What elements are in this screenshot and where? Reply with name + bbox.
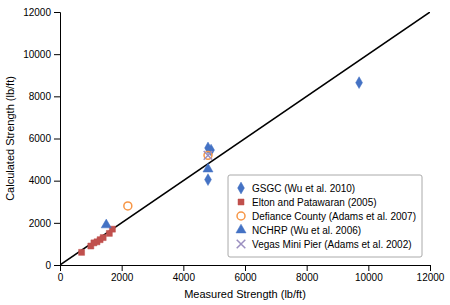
point — [205, 174, 212, 186]
x-tick-label: 6000 — [234, 272, 257, 283]
legend-label: NCHRP (Wu et al. 2006) — [252, 225, 361, 236]
x-tick-label: 10000 — [355, 272, 383, 283]
y-tick-mark — [54, 54, 60, 55]
x-tick: 0 — [58, 265, 64, 283]
y-tick-mark — [54, 139, 60, 140]
y-tick-label: 12000 — [23, 7, 51, 18]
legend-entry: Defiance County (Adams et al. 2007) — [237, 211, 416, 222]
x-tick: 2000 — [111, 265, 134, 283]
y-tick-label: 8000 — [29, 91, 52, 102]
x-tick-label: 12000 — [417, 272, 445, 283]
y-axis-line — [54, 13, 61, 266]
y-tick-mark — [54, 223, 60, 224]
point — [101, 219, 111, 228]
y-tick: 10000 — [23, 49, 60, 60]
x-tick: 6000 — [234, 265, 257, 283]
y-tick-label: 10000 — [23, 49, 51, 60]
legend-entry: Elton and Patawaran (2005) — [238, 197, 377, 208]
x-tick-mark — [183, 265, 184, 271]
y-tick-mark — [54, 96, 60, 97]
x-tick-label: 2000 — [111, 272, 134, 283]
x-axis-line — [61, 266, 431, 272]
legend-box — [228, 175, 422, 257]
legend-label: Vegas Mini Pier (Adams et al. 2002) — [252, 239, 412, 250]
x-tick-mark — [245, 265, 246, 271]
x-axis-title: Measured Strength (lb/ft) — [184, 288, 306, 300]
y-axis-title: Calculated Strength (lb/ft) — [4, 76, 16, 201]
point — [124, 202, 132, 210]
legend-entry: Vegas Mini Pier (Adams et al. 2002) — [237, 239, 412, 250]
legend: GSGC (Wu et al. 2010) Elton and Patawaran… — [228, 175, 422, 257]
y-tick: 12000 — [23, 7, 60, 18]
y-tick-label: 2000 — [29, 218, 52, 229]
legend-symbol — [238, 199, 244, 205]
y-axis: 0 2000 4000 6000 8000 10000 12000 — [23, 7, 60, 271]
series — [124, 151, 212, 210]
legend-symbol — [237, 240, 246, 249]
point — [79, 249, 85, 255]
point — [356, 77, 363, 89]
chart: 0 2000 4000 6000 8000 10000 12000 0 2000 4000 6000… — [0, 0, 450, 305]
legend-entry: GSGC (Wu et al. 2010) — [238, 182, 356, 194]
plot: 0 2000 4000 6000 8000 10000 12000 0 2000 4000 6000… — [4, 7, 445, 300]
y-tick-mark — [54, 12, 60, 13]
y-tick-mark — [54, 265, 60, 266]
x-tick-label: 4000 — [173, 272, 196, 283]
legend-label: Defiance County (Adams et al. 2007) — [252, 211, 416, 222]
y-tick: 6000 — [29, 133, 60, 144]
point — [100, 235, 106, 241]
y-tick-label: 4000 — [29, 175, 52, 186]
legend-symbol — [236, 224, 246, 233]
legend-label: Elton and Patawaran (2005) — [252, 197, 377, 208]
y-tick-label: 6000 — [29, 133, 52, 144]
legend-symbol — [238, 182, 245, 194]
series — [101, 163, 213, 228]
x-tick-mark — [307, 265, 308, 271]
x-tick-mark — [430, 265, 431, 271]
reference-line — [60, 12, 430, 265]
x-tick: 10000 — [355, 265, 383, 283]
y-tick: 8000 — [29, 91, 60, 102]
y-tick: 2000 — [29, 218, 60, 229]
series — [205, 77, 363, 186]
y-tick-label: 0 — [45, 260, 51, 271]
y-tick: 0 — [45, 260, 60, 271]
x-tick: 8000 — [296, 265, 319, 283]
point — [204, 151, 212, 159]
point — [204, 151, 213, 160]
series — [79, 226, 116, 255]
y-tick: 4000 — [29, 175, 60, 186]
x-tick: 12000 — [417, 265, 445, 283]
x-tick-label: 8000 — [296, 272, 319, 283]
y-tick-mark — [54, 181, 60, 182]
x-tick-mark — [368, 265, 369, 271]
legend-entry: NCHRP (Wu et al. 2006) — [236, 224, 361, 235]
x-tick-label: 0 — [58, 272, 64, 283]
x-tick: 4000 — [173, 265, 196, 283]
x-tick-mark — [122, 265, 123, 271]
x-axis: 0 2000 4000 6000 8000 10000 12000 — [58, 265, 445, 283]
legend-symbol — [237, 212, 245, 220]
legend-label: GSGC (Wu et al. 2010) — [252, 183, 355, 194]
point — [203, 163, 213, 172]
series — [204, 151, 213, 160]
marks — [60, 12, 430, 265]
